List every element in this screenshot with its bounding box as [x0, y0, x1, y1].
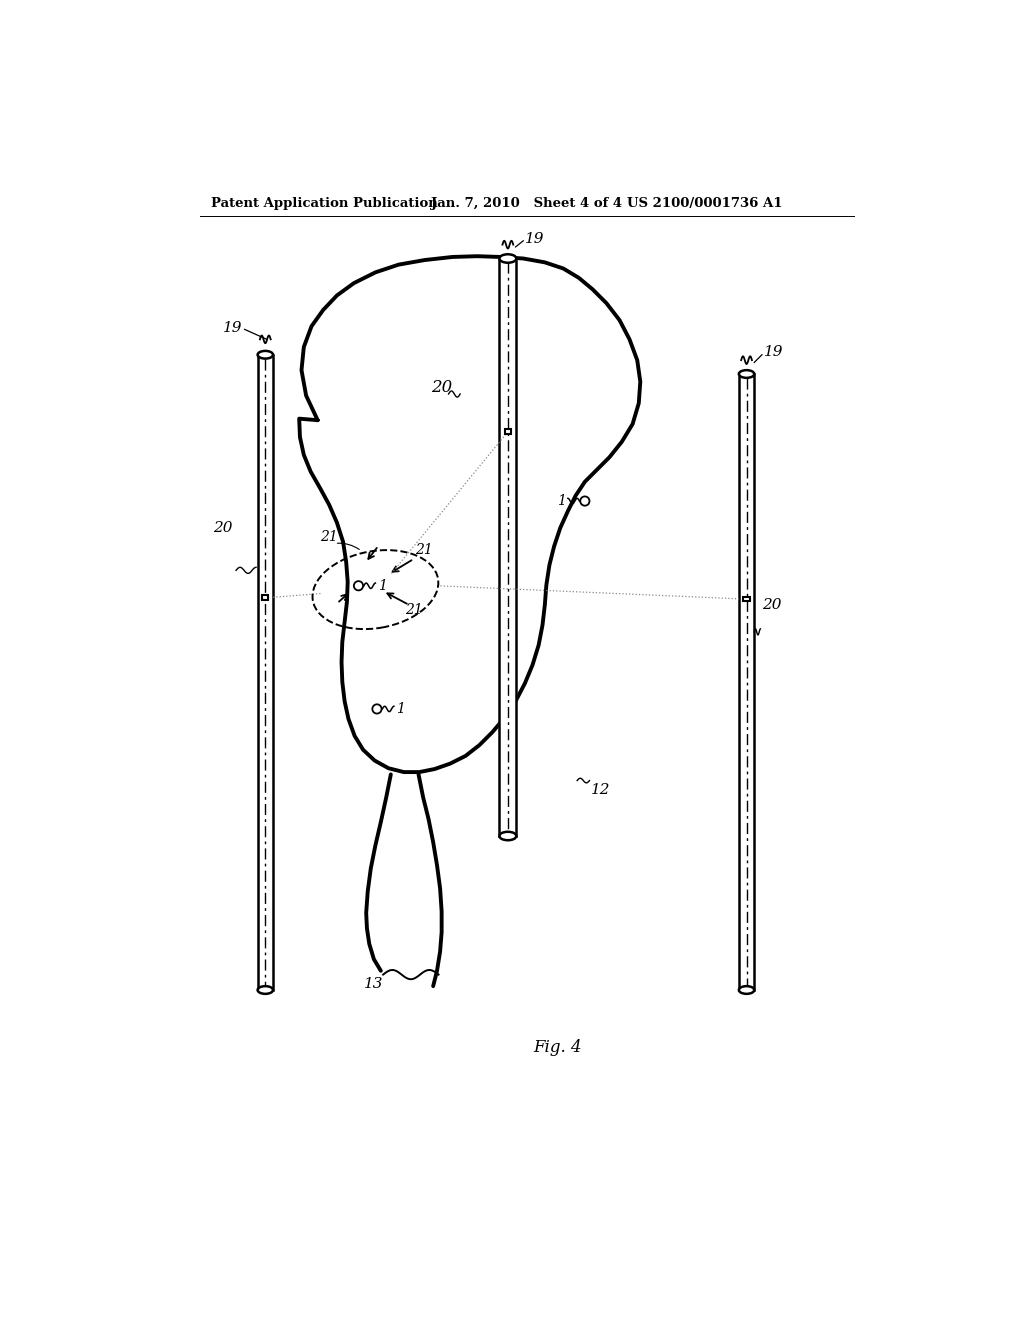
Text: US 2100/0001736 A1: US 2100/0001736 A1	[628, 197, 782, 210]
Text: 21: 21	[404, 603, 423, 616]
Text: 19: 19	[524, 232, 545, 247]
Bar	[262, 595, 268, 599]
Text: Jan. 7, 2010   Sheet 4 of 4: Jan. 7, 2010 Sheet 4 of 4	[431, 197, 622, 210]
Text: 19: 19	[764, 346, 783, 359]
Text: 20: 20	[431, 379, 453, 396]
Bar	[258, 355, 273, 990]
Text: Patent Application Publication: Patent Application Publication	[211, 197, 438, 210]
Ellipse shape	[500, 832, 516, 841]
Bar	[500, 259, 516, 836]
Text: 13: 13	[364, 977, 383, 991]
Bar	[505, 429, 511, 434]
Text: 20: 20	[213, 521, 233, 535]
Text: 1: 1	[378, 578, 387, 593]
Ellipse shape	[739, 986, 755, 994]
Ellipse shape	[500, 255, 516, 263]
Text: 12: 12	[591, 783, 610, 797]
Bar	[739, 374, 755, 990]
Ellipse shape	[258, 351, 273, 359]
Text: 1: 1	[396, 702, 406, 715]
Ellipse shape	[739, 370, 755, 378]
Bar	[743, 597, 750, 601]
Ellipse shape	[258, 986, 273, 994]
Text: 19: 19	[222, 321, 243, 335]
Text: 20: 20	[762, 598, 781, 612]
Text: 21: 21	[416, 543, 433, 557]
Text: 1: 1	[557, 494, 565, 508]
Text: Fig. 4: Fig. 4	[534, 1039, 583, 1056]
Text: 21: 21	[319, 531, 338, 544]
